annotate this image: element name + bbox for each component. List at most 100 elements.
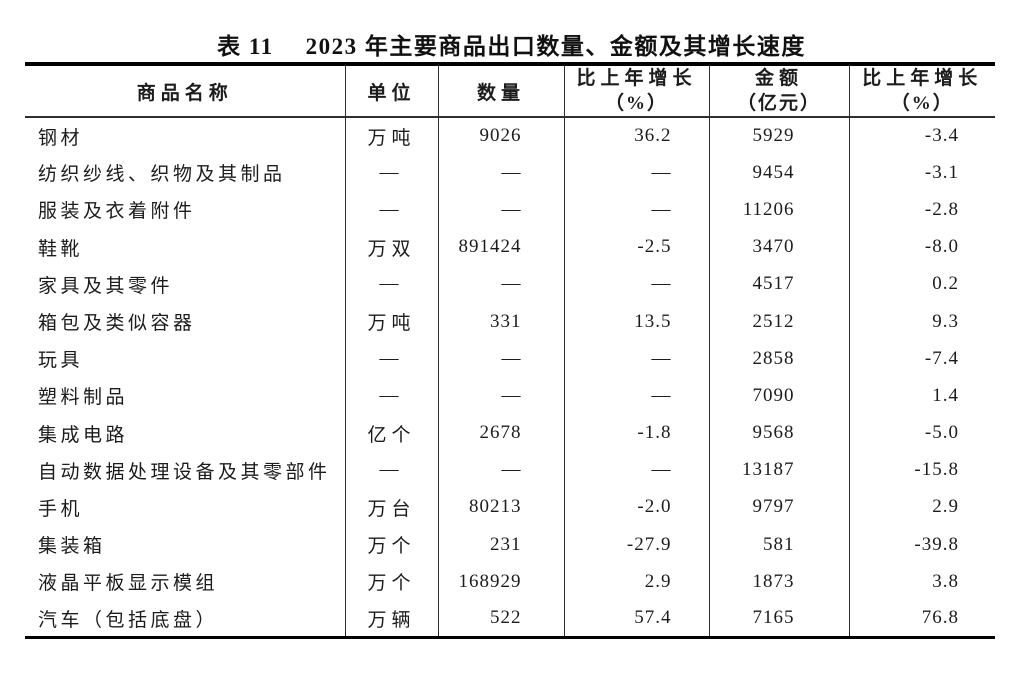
- table-row: 液晶平板显示模组 万个 168929 2.9 1873 3.8: [25, 563, 995, 601]
- table-row: 箱包及类似容器 万吨 331 13.5 2512 9.3: [25, 302, 995, 341]
- cell-unit: —: [344, 451, 438, 489]
- cell-unit: 万吨: [344, 302, 438, 341]
- cell-name: 集装箱: [38, 536, 106, 558]
- col-header-quantity: 数量: [437, 64, 564, 117]
- cell-name: 手机: [38, 498, 84, 520]
- cell-quantity: —: [437, 154, 564, 192]
- cell-quantity_growth: 36.2: [563, 117, 709, 155]
- cell-quantity_growth: —: [563, 340, 709, 378]
- cell-value: 581: [708, 526, 849, 564]
- table-title: 表 11 2023 年主要商品出口数量、金额及其增长速度: [0, 27, 1023, 61]
- cell-quantity_growth: —: [563, 265, 709, 303]
- table-row: 家具及其零件 — — —4517 0.2: [25, 265, 995, 303]
- cell-value_growth: -3.1: [848, 154, 995, 192]
- cell-value_growth: -7.4: [848, 340, 995, 378]
- cell-quantity_growth: —: [563, 154, 709, 192]
- cell-quantity: 231: [437, 526, 564, 564]
- col-header-unit: 单位: [344, 64, 438, 117]
- cell-quantity_growth: -2.5: [563, 228, 709, 266]
- cell-name: 箱包及类似容器: [38, 313, 196, 335]
- cell-value_growth: -8.0: [848, 228, 995, 266]
- cell-quantity: 9026: [437, 117, 564, 155]
- col-header-quantity-growth: 比上年增长 （%）: [563, 64, 709, 117]
- cell-unit: 万个: [344, 526, 438, 564]
- cell-name: 纺织纱线、织物及其制品: [38, 164, 286, 186]
- cell-unit: 万个: [344, 563, 438, 601]
- cell-value: 9797: [708, 488, 849, 527]
- cell-quantity_growth: 57.4: [563, 600, 709, 638]
- col-header-commodity-name: 商品名称: [136, 82, 233, 104]
- cell-quantity: 331: [437, 302, 564, 341]
- table-row: 纺织纱线、织物及其制品 — — —9454 -3.1: [25, 154, 995, 192]
- cell-value_growth: -15.8: [848, 451, 995, 489]
- cell-quantity_growth: 13.5: [563, 302, 709, 341]
- cell-unit: —: [344, 265, 438, 303]
- table-row: 鞋靴 万双 891424 -2.5 3470 -8.0: [25, 228, 995, 266]
- cell-value_growth: 0.2: [848, 265, 995, 303]
- cell-unit: 万吨: [344, 117, 438, 155]
- table-row: 钢材 万吨 9026 36.2 5929 -3.4: [25, 117, 995, 155]
- col-header-value-unit: （亿元）: [736, 93, 821, 114]
- cell-unit: —: [344, 377, 438, 415]
- cell-quantity_growth: 2.9: [563, 563, 709, 601]
- col-header-value-growth: 比上年增长 （%）: [848, 64, 995, 117]
- cell-name: 汽车（包括底盘）: [38, 609, 219, 631]
- table-row: 集装箱 万个 231 -27.9 581 -39.8: [25, 526, 995, 564]
- cell-name: 液晶平板显示模组: [38, 573, 219, 595]
- cell-name: 服装及衣着附件: [38, 201, 196, 223]
- cell-quantity_growth: -1.8: [563, 414, 709, 452]
- table-row: 汽车（包括底盘） 万辆 522 57.4 7165 76.8: [25, 600, 995, 638]
- cell-value_growth: 1.4: [848, 377, 995, 415]
- cell-quantity_growth: -27.9: [563, 526, 709, 564]
- cell-unit: —: [344, 154, 438, 192]
- cell-value: 3470: [708, 228, 849, 266]
- cell-quantity: 522: [437, 600, 564, 638]
- cell-value: 9454: [708, 154, 849, 192]
- cell-name: 集成电路: [38, 424, 129, 446]
- cell-name: 家具及其零件: [38, 275, 174, 297]
- cell-quantity: 891424: [437, 228, 564, 266]
- cell-value: 2858: [708, 340, 849, 378]
- cell-unit: —: [344, 191, 438, 229]
- table-title-text: 2023 年主要商品出口数量、金额及其增长速度: [305, 34, 806, 59]
- cell-unit: 万台: [344, 488, 438, 527]
- col-header-value-label: 金额: [754, 68, 803, 89]
- cell-name: 塑料制品: [38, 387, 129, 409]
- table-row: 服装及衣着附件 — — —11206 -2.8: [25, 191, 995, 229]
- cell-quantity: —: [437, 377, 564, 415]
- cell-quantity: —: [437, 191, 564, 229]
- cell-value_growth: 9.3: [848, 302, 995, 341]
- table-row: 塑料制品 — — —7090 1.4: [25, 377, 995, 415]
- cell-unit: 亿个: [344, 414, 438, 452]
- cell-value_growth: -5.0: [848, 414, 995, 452]
- cell-value: 1873: [708, 563, 849, 601]
- cell-unit: 万辆: [344, 600, 438, 638]
- cell-value_growth: 3.8: [848, 563, 995, 601]
- table-row: 自动数据处理设备及其零部件 — — —13187 -15.8: [25, 451, 995, 489]
- cell-quantity: —: [437, 265, 564, 303]
- cell-unit: 万双: [344, 228, 438, 266]
- col-header-value-growth-unit: （%）: [890, 93, 954, 114]
- cell-value_growth: -2.8: [848, 191, 995, 229]
- cell-quantity_growth: -2.0: [563, 488, 709, 527]
- cell-name: 玩具: [38, 350, 84, 372]
- cell-value_growth: -39.8: [848, 526, 995, 564]
- table-number: 表 11: [217, 34, 274, 59]
- export-commodities-table: 商品名称 单位 数量 比上年增长 （%） 金额 （亿元） 比上年增长 （%） 钢…: [25, 62, 995, 640]
- cell-value: 7090: [708, 377, 849, 415]
- col-header-value-growth-label: 比上年增长: [862, 68, 983, 89]
- cell-value: 4517: [708, 265, 849, 303]
- cell-value: 5929: [708, 117, 849, 155]
- header-row: 商品名称 单位 数量 比上年增长 （%） 金额 （亿元） 比上年增长 （%）: [25, 64, 995, 117]
- col-header-quantity-growth-label: 比上年增长: [576, 68, 697, 89]
- cell-quantity_growth: —: [563, 377, 709, 415]
- cell-quantity: —: [437, 451, 564, 489]
- cell-quantity: —: [437, 340, 564, 378]
- table-body: 钢材 万吨 9026 36.2 5929 -3.4 纺织纱线、织物及其制品 — — —9454 -3…: [25, 117, 995, 638]
- cell-quantity: 2678: [437, 414, 564, 452]
- cell-name: 鞋靴: [38, 238, 84, 260]
- col-header-value: 金额 （亿元）: [708, 64, 849, 117]
- cell-name: 钢材: [38, 127, 84, 149]
- cell-value: 13187: [708, 451, 849, 489]
- table-row: 手机 万台 80213 -2.0 9797 2.9: [25, 488, 995, 527]
